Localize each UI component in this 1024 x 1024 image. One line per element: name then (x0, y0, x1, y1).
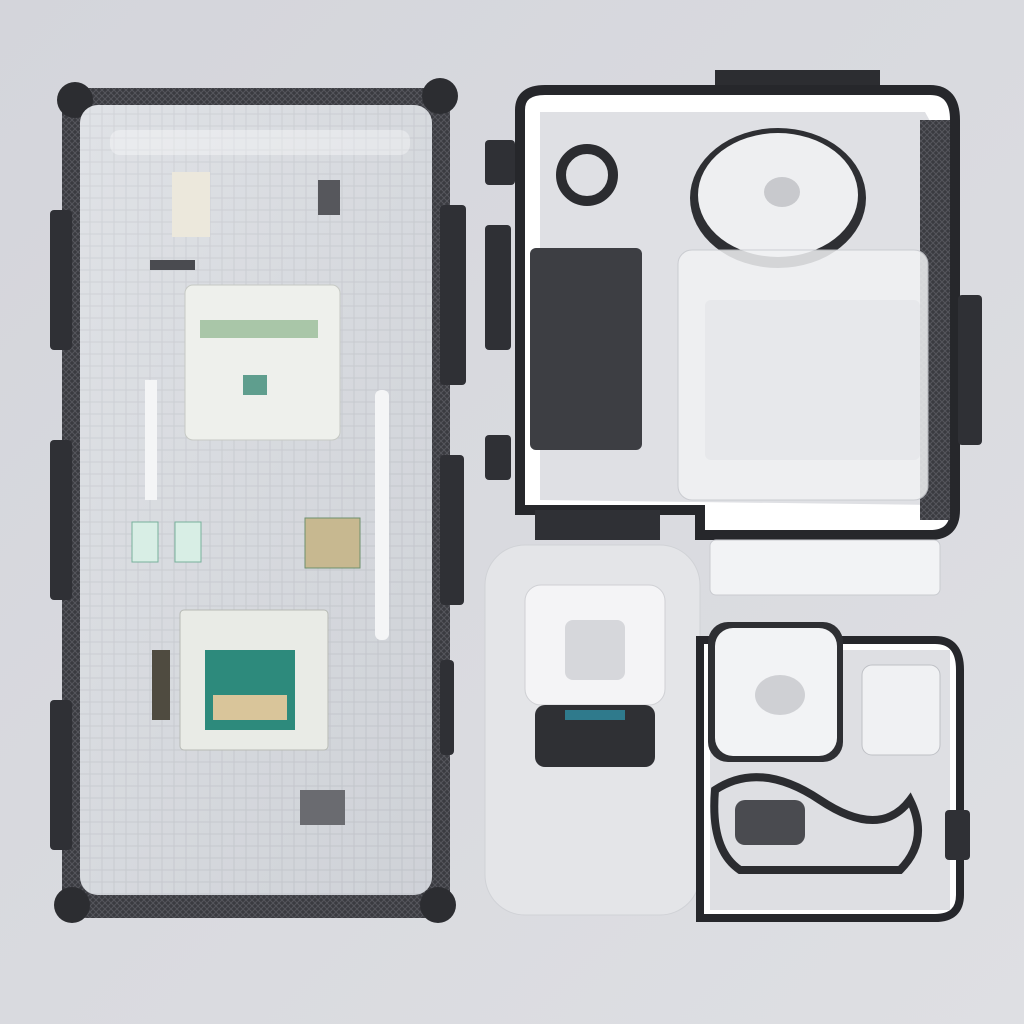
component (150, 260, 195, 270)
left-case (50, 78, 466, 923)
latch (535, 510, 660, 540)
component (300, 790, 345, 825)
connector (131, 521, 159, 563)
side-clip (485, 140, 515, 185)
glare (110, 130, 410, 155)
corner-lug (54, 887, 90, 923)
right-bottom-case (696, 622, 970, 922)
oval-hole (764, 177, 800, 207)
corner-lug (57, 82, 93, 118)
block-recess (755, 675, 805, 715)
side-clip (50, 700, 72, 850)
ring (556, 144, 618, 206)
side-clip (50, 440, 72, 600)
side-clip (440, 205, 466, 385)
corner-lug (422, 78, 458, 114)
side-clip (440, 455, 464, 605)
clear-pad-inner (705, 300, 920, 460)
side-clip (50, 210, 72, 350)
connector (174, 521, 202, 563)
white-module (184, 284, 341, 441)
cable (710, 773, 922, 874)
tube (145, 380, 157, 500)
side-clip (485, 435, 511, 480)
side-clip (945, 810, 970, 860)
component (152, 650, 170, 720)
module-chip (243, 375, 267, 395)
blue-tab (565, 710, 625, 720)
white-cap (861, 664, 941, 756)
component (318, 180, 340, 215)
clear-strip (709, 539, 941, 596)
right-top-case (485, 70, 982, 596)
component (172, 172, 210, 237)
black-block (530, 248, 642, 450)
black-base (535, 705, 655, 767)
side-clip (485, 225, 511, 350)
side-clip (958, 295, 982, 445)
processor-die (213, 695, 287, 720)
side-clip (440, 660, 454, 755)
component (304, 517, 361, 569)
connector (735, 800, 805, 845)
clear-holder (484, 544, 701, 916)
corner-lug (420, 887, 456, 923)
module-slot (200, 320, 318, 338)
block-recess (565, 620, 625, 680)
tube (375, 390, 389, 640)
